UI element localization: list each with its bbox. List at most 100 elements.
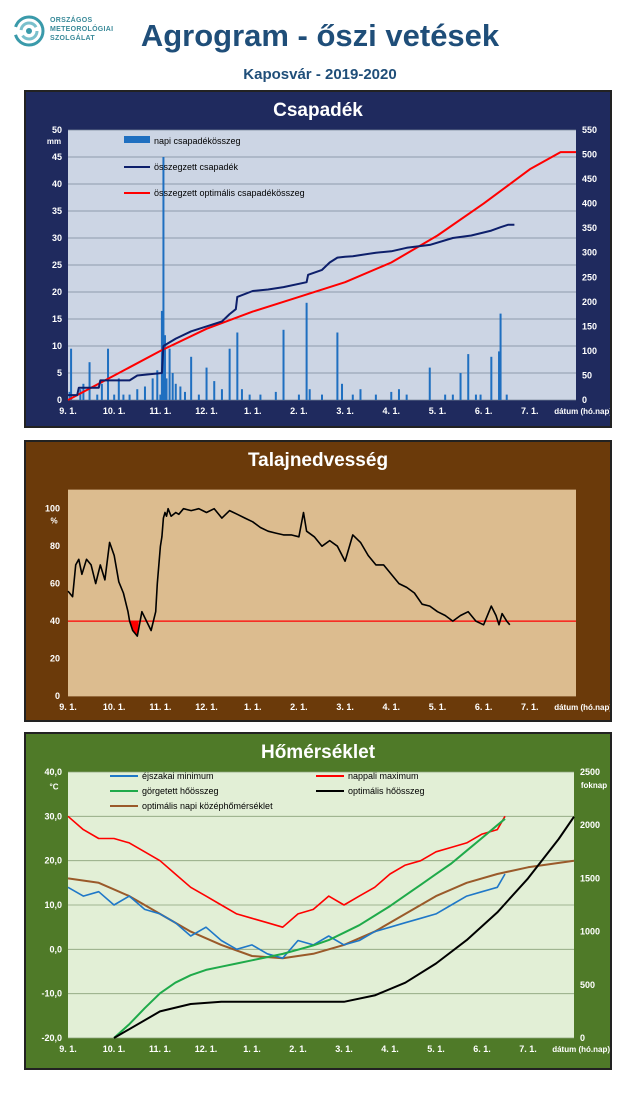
precip-bar — [143, 386, 146, 400]
precip-bar — [162, 157, 165, 400]
y2-tick-label: 500 — [582, 150, 597, 160]
legend-label: napi csapadékösszeg — [154, 136, 241, 146]
x-tick-label: 1. 1. — [244, 702, 262, 712]
y2-tick-label: 1000 — [580, 927, 600, 937]
precip-bar — [88, 362, 91, 400]
x-tick-label: 2. 1. — [290, 406, 308, 416]
y-unit-label: mm — [47, 137, 61, 146]
y2-tick-label: 2500 — [580, 767, 600, 777]
precip-bar — [499, 313, 502, 400]
precip-bar — [117, 378, 120, 400]
precip-bar — [282, 329, 285, 400]
logo: ORSZÁGOS METEOROLÓGIAI SZOLGÁLAT — [12, 14, 132, 58]
omsz-logo-icon — [13, 15, 45, 47]
precip-bar — [341, 383, 344, 400]
y2-tick-label: 450 — [582, 174, 597, 184]
y2-tick-label: 400 — [582, 199, 597, 209]
y2-tick-label: 350 — [582, 223, 597, 233]
precip-bar — [240, 389, 243, 400]
x-tick-label: 6. 1. — [473, 1044, 491, 1054]
precip-panel: Csapadék 9. 1. 10. 1. 11. 1. 12. 1. 1. 1. 2. … — [24, 90, 612, 428]
precip-bar — [128, 394, 131, 400]
precip-bar — [220, 389, 223, 400]
y-unit-label: % — [50, 517, 57, 526]
optimal-mean-temp-line — [67, 859, 575, 960]
precip-bar — [205, 367, 208, 400]
y-tick-label: -20,0 — [41, 1033, 62, 1043]
precip-bar — [122, 394, 125, 400]
y2-tick-label: 200 — [582, 297, 597, 307]
y-tick-label: 45 — [52, 152, 62, 162]
precip-bar — [113, 394, 116, 400]
legend-label: optimális hőösszeg — [348, 786, 425, 796]
soil-moisture-line — [67, 507, 511, 637]
precip-bar — [321, 394, 323, 400]
precip-bar — [308, 389, 311, 400]
legend-label: nappali maximum — [348, 771, 419, 781]
org-line-2: METEOROLÓGIAI — [50, 26, 114, 33]
precip-bar — [165, 378, 168, 400]
x-axis-label: dátum (hó.nap) — [552, 1045, 610, 1054]
precip-bar — [374, 394, 377, 400]
page-title: Agrogram - őszi vetések — [140, 18, 500, 53]
x-tick-label: 1. 1. — [243, 1044, 261, 1054]
y-tick-label: 80 — [50, 541, 60, 551]
cumulative-precip-line — [68, 223, 515, 397]
y-tick-label: 10 — [52, 341, 62, 351]
x-tick-label: 9. 1. — [59, 406, 77, 416]
x-tick-label: 3. 1. — [335, 1044, 353, 1054]
precip-bar — [100, 383, 103, 400]
x-tick-label: 10. 1. — [103, 702, 126, 712]
soil-chart: 9. 1. 10. 1. 11. 1. 12. 1. 1. 1. 2. 1. 3. 1. 4.… — [45, 489, 610, 712]
x-tick-label: 6. 1. — [475, 406, 493, 416]
legend-label: görgetett hőösszeg — [142, 786, 219, 796]
x-tick-label: 5. 1. — [429, 702, 447, 712]
y2-unit-label: foknap — [581, 781, 607, 790]
soil-panel: Talajnedvesség 9. 1. 10. 1. 11. 1. 12. 1. 1.… — [24, 440, 612, 722]
y-tick-label: 5 — [57, 368, 62, 378]
precip-bar — [174, 383, 177, 400]
y-tick-label: 20 — [52, 287, 62, 297]
x-tick-label: 2. 1. — [289, 1044, 307, 1054]
org-name: ORSZÁGOS METEOROLÓGIAI SZOLGÁLAT — [50, 16, 113, 43]
precip-bar — [474, 394, 477, 400]
y2-tick-label: 250 — [582, 272, 597, 282]
x-tick-label: 11. 1. — [149, 702, 171, 712]
y2-tick-label: 1500 — [580, 873, 600, 883]
y2-tick-label: 300 — [582, 248, 597, 258]
org-line-3: SZOLGÁLAT — [50, 35, 95, 42]
temp-panel: Hőmérséklet 9. 1. 10. 1. 11. 1. 12. 1. 1. 1.… — [24, 732, 612, 1070]
x-tick-label: 4. 1. — [383, 406, 401, 416]
precip-bar — [179, 386, 182, 400]
x-tick-label: 5. 1. — [429, 406, 447, 416]
y2-tick-label: 550 — [582, 125, 597, 135]
precip-bar — [190, 356, 193, 400]
y-tick-label: 20 — [50, 654, 60, 664]
precip-bar — [236, 332, 239, 400]
y-tick-label: 15 — [52, 314, 62, 324]
y-tick-label: 30,0 — [44, 811, 62, 821]
precip-bar — [274, 391, 277, 400]
precip-bar — [359, 389, 362, 400]
precip-bar — [390, 391, 393, 400]
precip-bar — [136, 389, 139, 400]
x-tick-label: 3. 1. — [336, 702, 354, 712]
x-tick-label: 5. 1. — [427, 1044, 445, 1054]
precip-bar — [479, 394, 482, 400]
y-tick-label: 40 — [50, 616, 60, 626]
rolling-heat-sum-line — [113, 818, 506, 1039]
temp-title: Hőmérséklet — [260, 742, 376, 763]
x-axis-label: dátum (hó.nap) — [554, 703, 610, 712]
precip-bar — [171, 373, 174, 400]
precip-bar — [498, 351, 501, 400]
legend-label: összegzett optimális csapadékösszeg — [154, 188, 305, 198]
x-tick-label: 10. 1. — [103, 1044, 126, 1054]
x-tick-label: 12. 1. — [195, 406, 218, 416]
org-line-1: ORSZÁGOS — [50, 17, 93, 24]
y2-tick-label: 0 — [582, 395, 587, 405]
y-tick-label: 50 — [52, 125, 62, 135]
y-tick-label: 0 — [57, 395, 62, 405]
precip-bar — [156, 370, 159, 400]
optimal-precip-line — [67, 151, 576, 401]
y-tick-label: 30 — [52, 233, 62, 243]
